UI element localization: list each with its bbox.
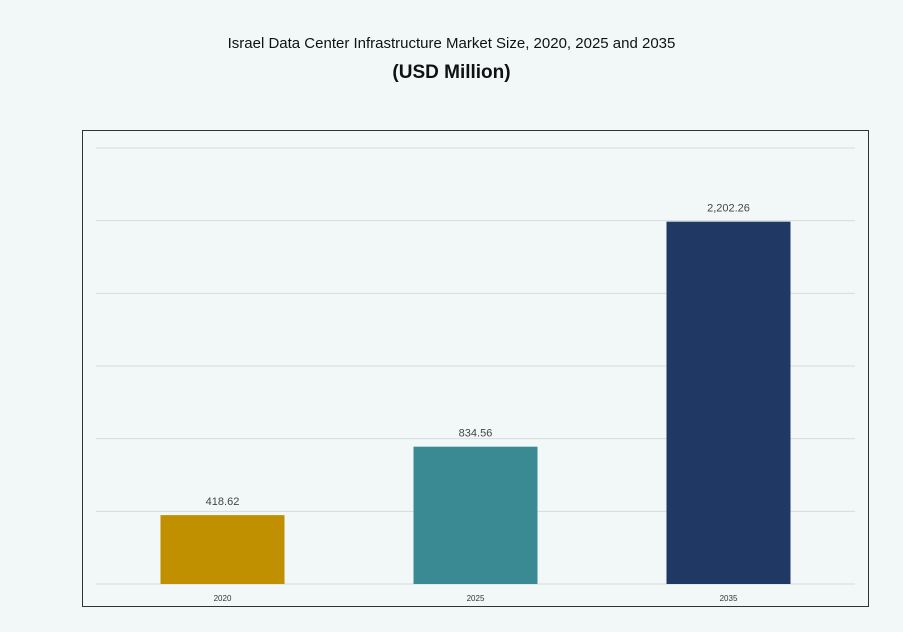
data-label: 418.62 bbox=[206, 496, 240, 508]
data-label: 834.56 bbox=[459, 428, 493, 440]
chart-subtitle: (USD Million) bbox=[392, 62, 511, 83]
x-tick-label: 2035 bbox=[720, 594, 738, 603]
bar-2035 bbox=[666, 221, 791, 585]
chart-title: Israel Data Center Infrastructure Market… bbox=[227, 35, 676, 52]
x-tick-label: 2025 bbox=[467, 594, 485, 603]
bar-2020 bbox=[160, 515, 285, 584]
x-tick-label: 2020 bbox=[214, 594, 232, 603]
bar-2025 bbox=[413, 446, 538, 584]
chart-frame bbox=[82, 130, 869, 607]
data-label: 2,202.26 bbox=[707, 203, 750, 215]
